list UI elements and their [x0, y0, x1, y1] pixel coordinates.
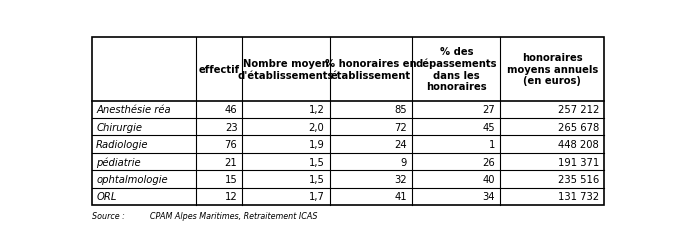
Text: 1,5: 1,5: [308, 174, 324, 184]
Text: ORL: ORL: [96, 192, 117, 202]
Text: 41: 41: [394, 192, 407, 202]
Text: 34: 34: [482, 192, 495, 202]
Text: 1,2: 1,2: [308, 105, 324, 115]
Text: 257 212: 257 212: [557, 105, 599, 115]
Text: 448 208: 448 208: [558, 140, 599, 149]
Text: % des
dépassements
dans les
honoraires: % des dépassements dans les honoraires: [416, 47, 497, 92]
Text: 76: 76: [225, 140, 237, 149]
Text: 1,7: 1,7: [308, 192, 324, 202]
Text: 27: 27: [482, 105, 495, 115]
Text: 1: 1: [488, 140, 495, 149]
Text: 191 371: 191 371: [558, 157, 599, 167]
Text: Radiologie: Radiologie: [96, 140, 149, 149]
Text: 45: 45: [482, 122, 495, 132]
Text: 1,9: 1,9: [308, 140, 324, 149]
Text: 46: 46: [225, 105, 237, 115]
Text: 235 516: 235 516: [558, 174, 599, 184]
Text: 9: 9: [400, 157, 407, 167]
Text: 26: 26: [482, 157, 495, 167]
Text: 32: 32: [394, 174, 407, 184]
Text: ophtalmologie: ophtalmologie: [96, 174, 168, 184]
Text: 21: 21: [225, 157, 237, 167]
Text: 85: 85: [394, 105, 407, 115]
Text: 72: 72: [394, 122, 407, 132]
Text: 23: 23: [225, 122, 237, 132]
Text: % honoraires en
établissement: % honoraires en établissement: [325, 59, 417, 80]
Text: Anesthésie réa: Anesthésie réa: [96, 105, 171, 115]
Text: effectif: effectif: [198, 64, 239, 74]
Text: Chirurgie: Chirurgie: [96, 122, 142, 132]
Text: 24: 24: [394, 140, 407, 149]
Text: pédiatrie: pédiatrie: [96, 157, 141, 167]
Text: 1,5: 1,5: [308, 157, 324, 167]
Text: honoraires
moyens annuels
(en euros): honoraires moyens annuels (en euros): [506, 53, 598, 86]
Text: 131 732: 131 732: [558, 192, 599, 202]
Text: 265 678: 265 678: [558, 122, 599, 132]
Text: 40: 40: [482, 174, 495, 184]
Text: Source :          CPAM Alpes Maritimes, Retraitement ICAS: Source : CPAM Alpes Maritimes, Retraitem…: [92, 211, 318, 220]
Text: 12: 12: [225, 192, 237, 202]
Text: 15: 15: [225, 174, 237, 184]
Text: Nombre moyen
d'établissements: Nombre moyen d'établissements: [237, 59, 334, 80]
Text: 2,0: 2,0: [309, 122, 324, 132]
Bar: [92, 38, 604, 205]
